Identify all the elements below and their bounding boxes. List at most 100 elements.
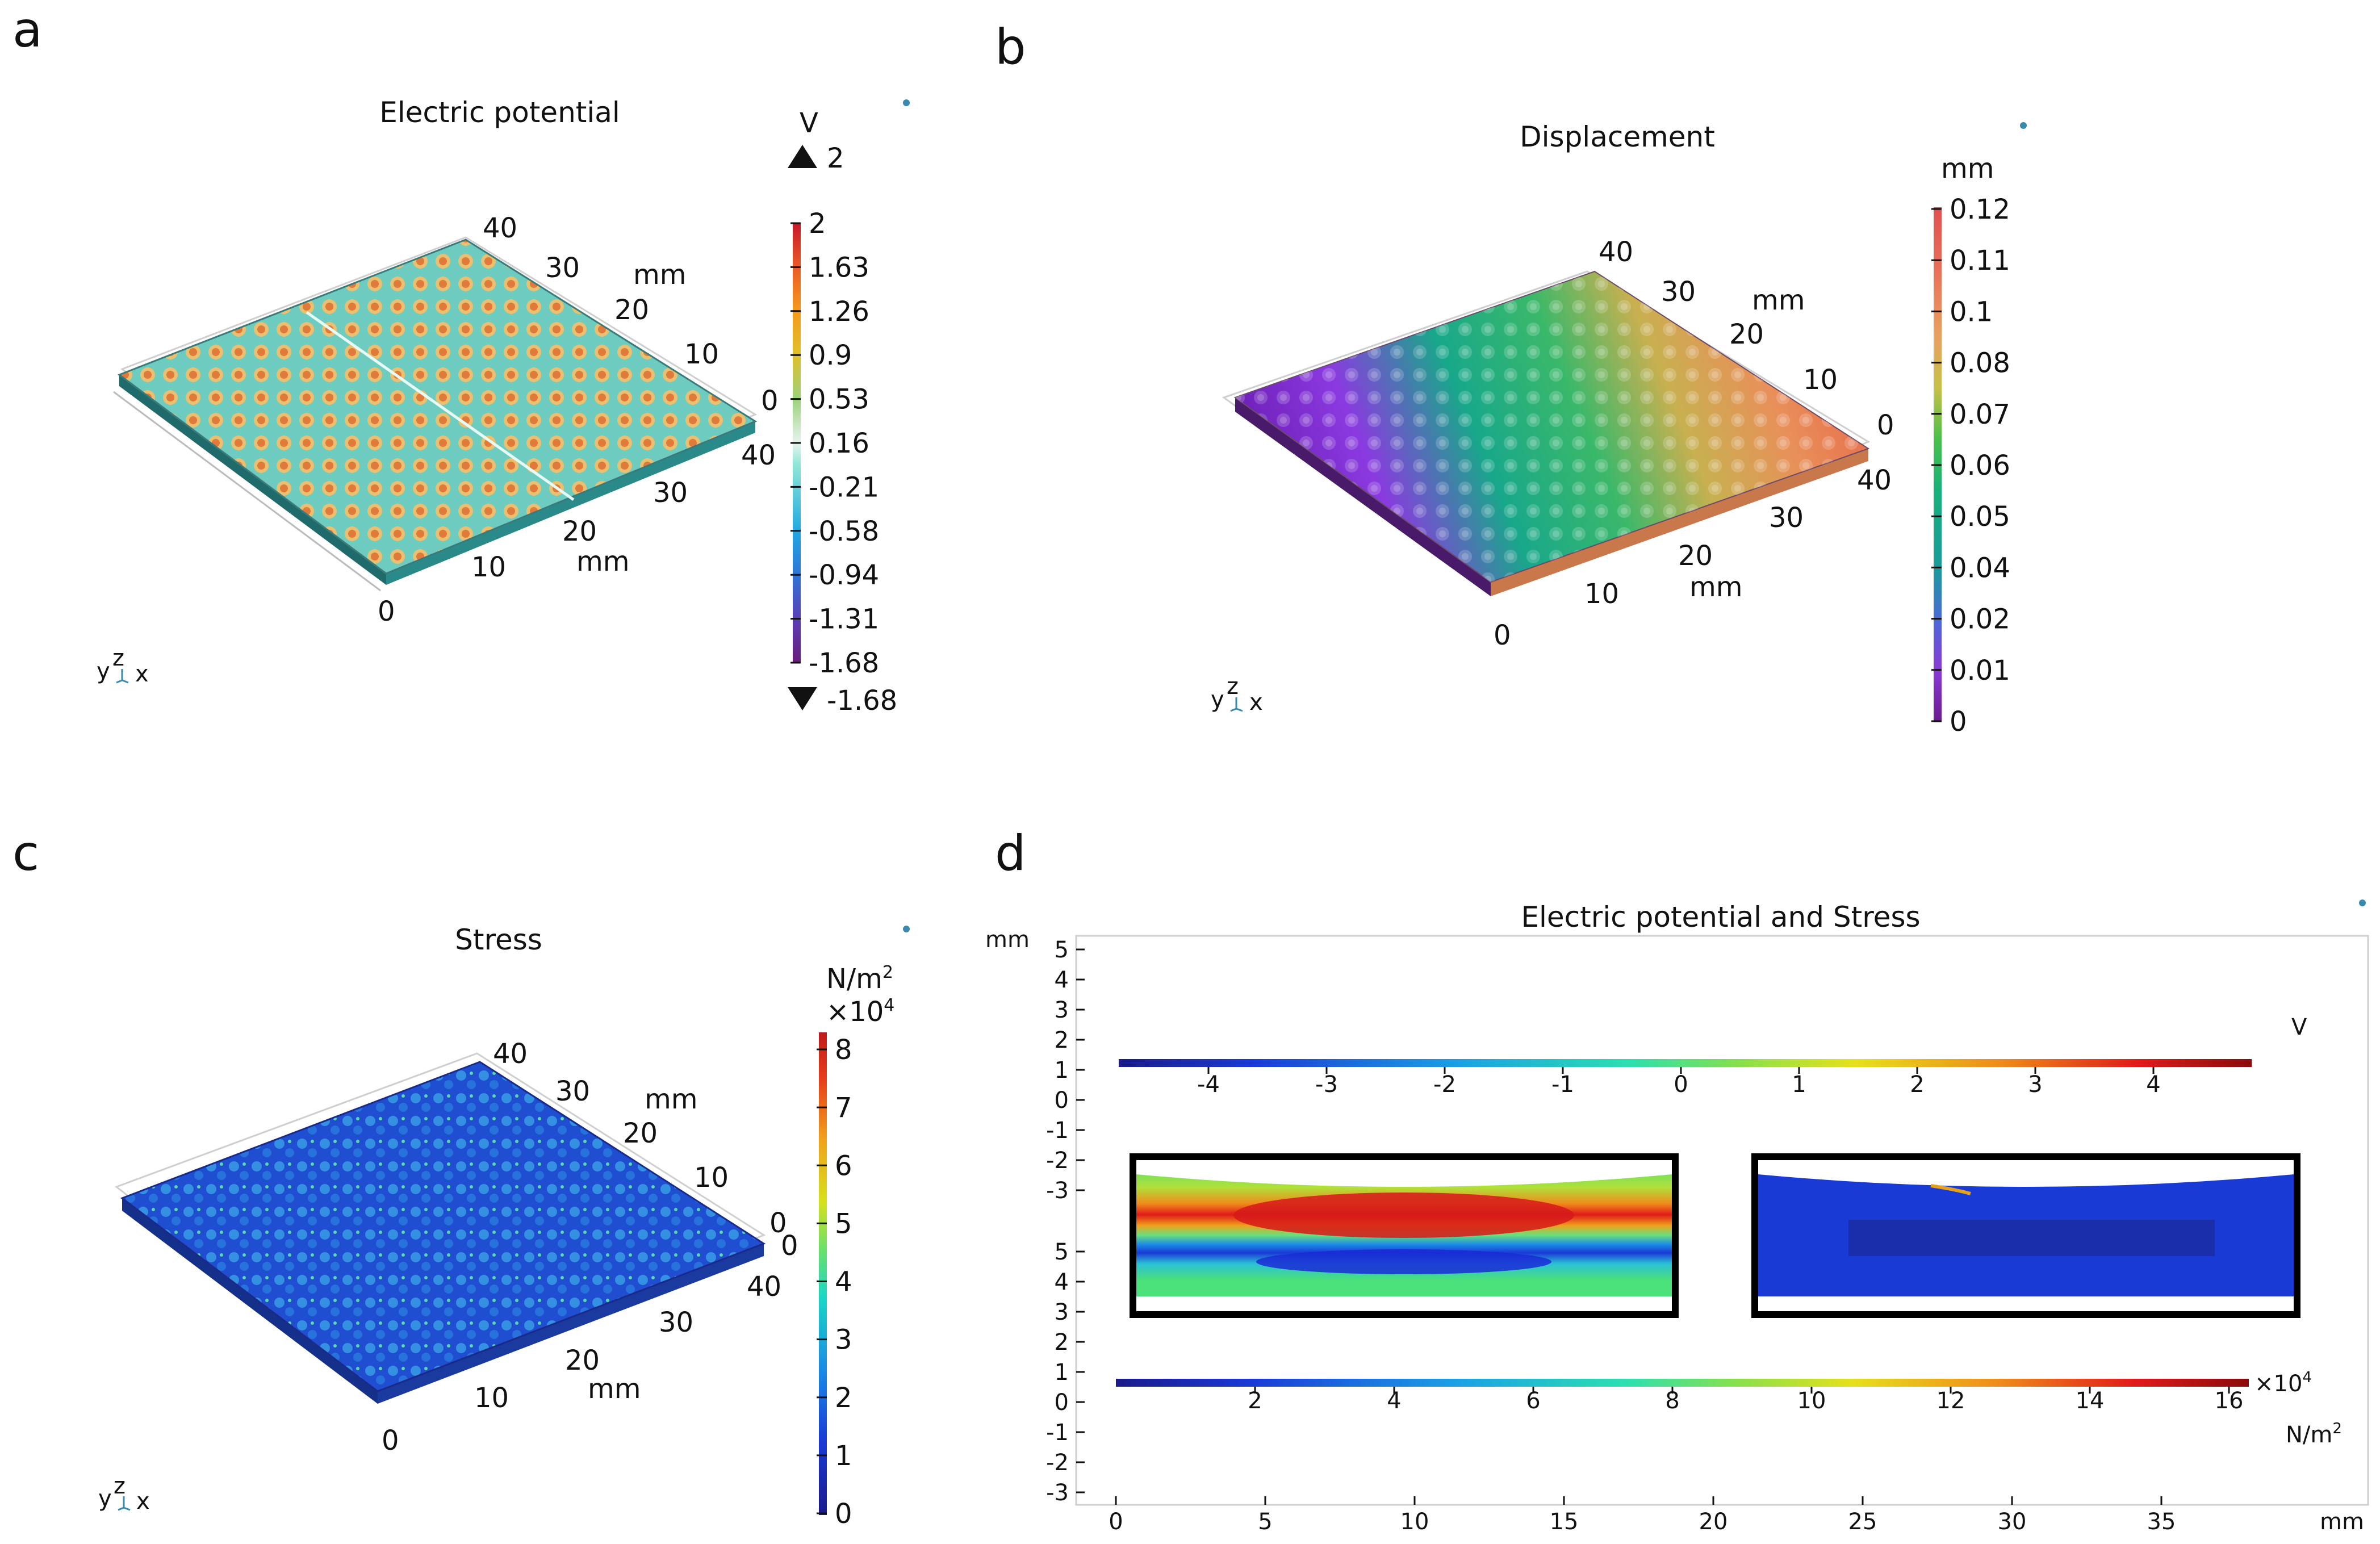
panel-b-xaxis-tick: 40 — [1857, 465, 1892, 496]
panel-b-title: Displacement — [1520, 120, 1715, 153]
yaxis-tick-label: 4 — [1055, 967, 1069, 993]
panel-b: b Displacement 40 30 mm 20 10 0 0 10 mm … — [995, 19, 2027, 738]
colorbar-tick-label: 0.12 — [1950, 194, 2010, 225]
colorbar-tick-label: 3 — [835, 1324, 852, 1356]
yaxis-tick-label: -2 — [1046, 1450, 1069, 1476]
panel-a-corner-dot — [903, 99, 910, 106]
yaxis-tick-label: -1 — [1046, 1118, 1069, 1144]
panel-c-yaxis-tick: 40 — [493, 1038, 528, 1070]
panel-c-xaxis-tick: 20 — [565, 1345, 600, 1376]
colorbar-tick-label: -0.58 — [809, 516, 879, 547]
xaxis-tick-label: 0 — [1109, 1509, 1123, 1535]
panel-a-max-value: 2 — [827, 143, 844, 174]
panel-a-xaxis-tick: 20 — [562, 516, 597, 547]
colorbar-tick-label: 0.9 — [809, 340, 852, 371]
panel-d-potential-colorbar: V -4 -3 -2 -1 0 1 2 3 4 — [1119, 1014, 2307, 1098]
panel-c-xaxis-tick: 10 — [474, 1382, 509, 1414]
colorbar-tick-label: -0.21 — [809, 471, 879, 503]
panel-a-yaxis-tick: 20 — [614, 294, 649, 326]
panel-d-stress-colorbar: ×104 N/m2 2 4 6 8 10 12 14 16 — [1116, 1369, 2342, 1448]
colorbar-tick-label: 2 — [1910, 1072, 1924, 1098]
yaxis-tick-label: -3 — [1046, 1480, 1069, 1506]
colorbar-tick-label: 1.26 — [809, 296, 869, 328]
panel-c-title: Stress — [455, 923, 542, 956]
triad-y-label: y — [1211, 687, 1224, 713]
triad-x-label: x — [1249, 689, 1263, 715]
panel-d-stress-multiplier: ×104 — [2254, 1369, 2312, 1397]
panel-d-stress-hotspot — [1930, 1184, 1971, 1195]
xaxis-tick-label: 15 — [1550, 1509, 1579, 1535]
yaxis-tick-label: 1 — [1055, 1359, 1069, 1386]
xaxis-tick-label: 10 — [1400, 1509, 1429, 1535]
colorbar-tick-label: 2 — [1248, 1388, 1262, 1414]
panel-c-colorbar-ticks: 8 7 6 5 4 3 2 1 0 — [817, 1034, 852, 1530]
panel-a-colorbar-unit: V — [800, 107, 818, 139]
colorbar-tick-label: 4 — [1387, 1388, 1401, 1414]
colorbar-tick-label: -1.68 — [809, 647, 879, 679]
colorbar-tick-label: 0.06 — [1950, 450, 2010, 482]
colorbar-tick-label: 2 — [835, 1382, 852, 1414]
panel-d-stress-ticks: 2 4 6 8 10 12 14 16 — [1248, 1387, 2243, 1414]
panel-d-yaxis-ticks-top: 5 4 3 2 1 0 -1 -2 -3 — [1046, 937, 1085, 1204]
panel-letter-a: a — [12, 2, 43, 58]
yaxis-tick-label: 3 — [1055, 1299, 1069, 1325]
panel-b-plate-side — [1235, 397, 1491, 596]
colorbar-tick-label: 16 — [2215, 1388, 2244, 1414]
colorbar-tick-label: 0 — [1950, 706, 1967, 738]
panel-a-plate-side2 — [386, 421, 755, 585]
panel-b-colorbar: mm 0.120.110.10.080.070.060.050.040.020.… — [1931, 153, 2010, 738]
panel-b-yaxis-tick: 30 — [1661, 276, 1696, 308]
colorbar-tick-label: 5 — [835, 1208, 852, 1240]
panel-d-stress-bar — [1116, 1379, 2249, 1387]
yaxis-tick-label: 3 — [1055, 997, 1069, 1023]
triad-z-label: z — [1227, 673, 1239, 700]
panel-a-yaxis-tick: 10 — [684, 338, 719, 370]
panel-c-plate-side — [122, 1198, 378, 1404]
panel-a-axis-left — [113, 391, 381, 592]
panel-d-potential-ticks: -4 -3 -2 -1 0 1 2 3 4 — [1197, 1067, 2161, 1098]
panel-a-seam — [306, 311, 575, 501]
yaxis-tick-label: 5 — [1055, 937, 1069, 963]
panel-b-xaxis-tick: 20 — [1678, 540, 1713, 572]
panel-d-stress-unit: N/m2 — [2286, 1420, 2342, 1448]
panel-d-xaxis-unit: mm — [2320, 1509, 2364, 1535]
triad-y-label: y — [98, 1486, 112, 1512]
colorbar-tick-label: 0.16 — [809, 428, 869, 459]
panel-d-yaxis-ticks-bottom: 5 4 3 2 1 0 -1 -2 -3 — [1046, 1239, 1085, 1506]
yaxis-tick-label: 2 — [1055, 1329, 1069, 1355]
panel-c-yaxis-unit: mm — [645, 1083, 698, 1115]
panel-a-yaxis-tick: 30 — [545, 252, 580, 284]
panel-b-yaxis-tick: 40 — [1599, 236, 1633, 268]
colorbar-tick-label: 1 — [1792, 1072, 1806, 1098]
panel-c-xaxis-unit: mm — [588, 1373, 641, 1405]
colorbar-tick-label: 6 — [1526, 1388, 1540, 1414]
panel-letter-b: b — [995, 19, 1026, 76]
xaxis-tick-label: 30 — [1998, 1509, 2027, 1535]
panel-c-xaxis-tick: 30 — [659, 1307, 693, 1338]
triad-x-label: x — [135, 661, 149, 687]
colorbar-tick-label: -1.31 — [809, 604, 879, 635]
panel-a-triad: y z x — [97, 645, 149, 687]
panel-b-corner-dot — [2020, 122, 2027, 129]
colorbar-tick-label: 7 — [835, 1092, 852, 1124]
triad-icon — [118, 1496, 131, 1511]
triad-y-label: y — [97, 658, 110, 684]
xaxis-tick-label: 25 — [1848, 1509, 1877, 1535]
yaxis-tick-label: 5 — [1055, 1239, 1069, 1265]
panel-a-yaxis-unit: mm — [633, 259, 687, 291]
triad-x-label: x — [136, 1488, 150, 1514]
colorbar-tick-label: 0.11 — [1950, 245, 2010, 277]
yaxis-tick-label: -1 — [1046, 1420, 1069, 1446]
panel-b-xaxis-tick: 30 — [1769, 502, 1804, 534]
colorbar-tick-label: 1.63 — [809, 252, 869, 283]
panel-d-xaxis-ticks: 0 5 10 15 20 25 30 35 — [1109, 1496, 2176, 1535]
max-marker-icon — [788, 145, 817, 168]
panel-a-xaxis-tick: 30 — [653, 477, 688, 509]
panel-b-xaxis-tick: 10 — [1584, 578, 1619, 610]
colorbar-tick-label: 8 — [835, 1034, 852, 1066]
colorbar-tick-label: 4 — [835, 1266, 852, 1298]
colorbar-tick-label: 0.01 — [1950, 655, 2010, 687]
colorbar-tick-label: 0.02 — [1950, 604, 2010, 635]
panel-b-xaxis-unit: mm — [1689, 571, 1743, 603]
